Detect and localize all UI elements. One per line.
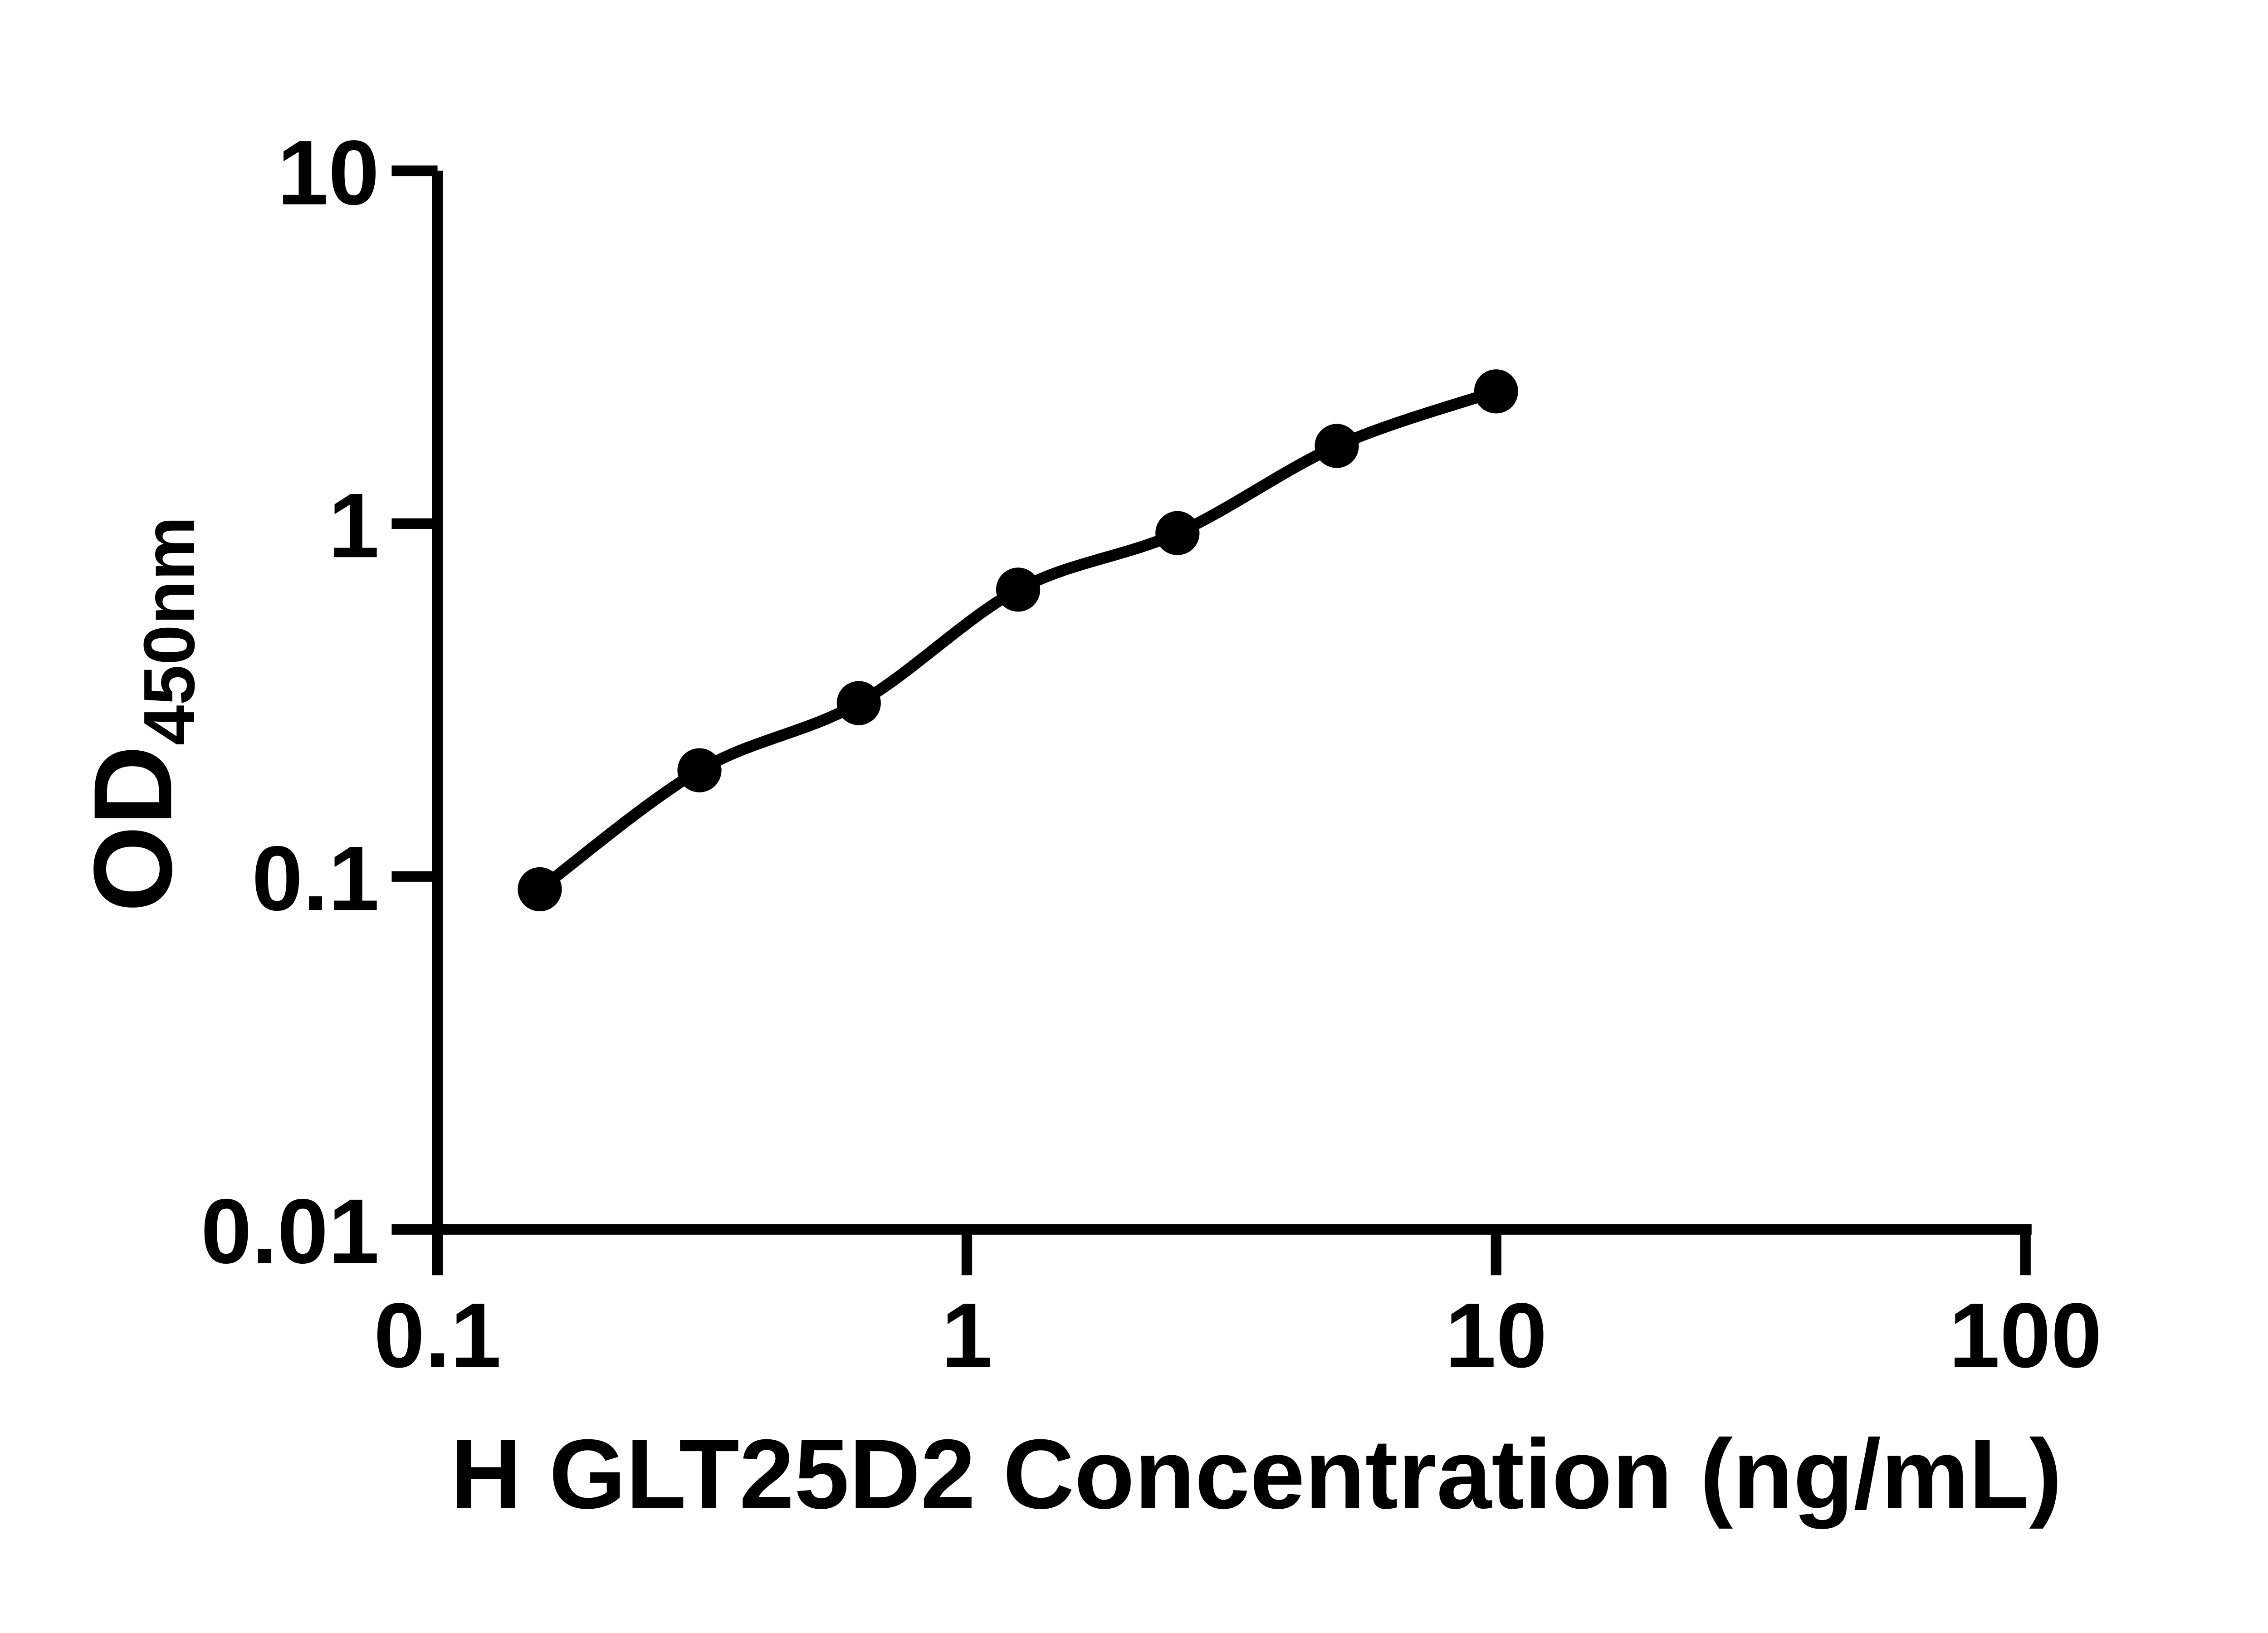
standard-curve-line <box>536 386 1498 894</box>
x-tick-label-1: 1 <box>941 1284 992 1387</box>
data-point-1.25 <box>996 567 1041 612</box>
data-point-10 <box>1474 369 1518 414</box>
x-tick-label-0.1: 0.1 <box>374 1284 501 1387</box>
data-points <box>518 369 1518 912</box>
data-point-2.5 <box>1155 511 1200 555</box>
x-axis-title: H GLT25D2 Concentration (ng/mL) <box>450 1419 2062 1530</box>
y-axis-title-main: OD <box>70 745 195 912</box>
y-tick-label-0.1: 0.1 <box>252 827 379 929</box>
y-axis-title-subscript: 450nm <box>129 516 210 745</box>
x-axis-ticks: 0.1 1 10 100 <box>374 1229 2102 1387</box>
data-point-5 <box>1315 424 1359 468</box>
x-tick-label-100: 100 <box>1949 1284 2102 1387</box>
x-tick-label-10: 10 <box>1445 1284 1547 1387</box>
data-point-0.625 <box>836 681 881 725</box>
y-tick-label-0.01: 0.01 <box>201 1180 380 1282</box>
y-axis-ticks: 0.01 0.1 1 10 <box>201 121 438 1282</box>
data-point-0.3125 <box>677 748 722 792</box>
y-tick-label-10: 10 <box>277 121 379 224</box>
y-axis-title: OD450nm <box>70 516 210 912</box>
data-point-0.156 <box>518 867 562 912</box>
y-tick-label-1: 1 <box>328 474 379 577</box>
